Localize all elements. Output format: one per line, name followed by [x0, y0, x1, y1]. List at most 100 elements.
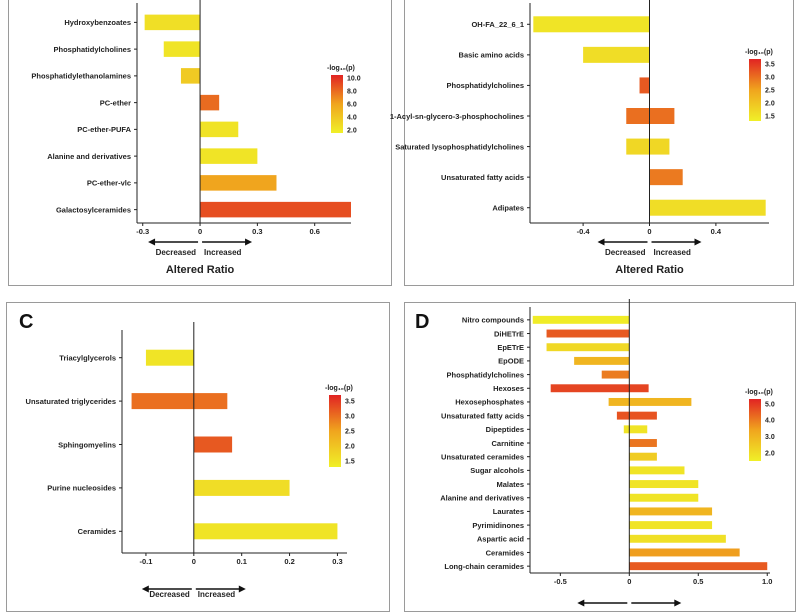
- bar-6: [200, 148, 258, 164]
- decreased-arrowhead: [141, 585, 149, 593]
- bar-1: [144, 14, 201, 31]
- category-label: Galactosylceramides: [56, 205, 131, 214]
- legend-tick-label: 2.0: [765, 450, 775, 457]
- increased-label: Increased: [204, 248, 241, 257]
- bar-11: [629, 452, 657, 461]
- bar-2-1: [131, 393, 194, 410]
- category-label: Phosphatidylcholines: [446, 370, 524, 379]
- bar-17: [629, 534, 726, 543]
- category-label: Ceramides: [78, 527, 116, 536]
- category-label: EpETrE: [497, 343, 524, 352]
- category-label: Basic amino acids: [459, 51, 524, 60]
- category-label: Carnitine: [491, 439, 524, 448]
- bar-2: [163, 41, 201, 57]
- legend-tick-label: 3.0: [765, 434, 775, 441]
- panel-b: OH-FA_22_6_1 Basic amino acids Phosphatidy…: [390, 0, 794, 286]
- category-label: Purine nucleosides: [47, 484, 116, 493]
- x-tick-label: -0.5: [554, 577, 567, 586]
- x-tick-label: 0: [647, 227, 651, 236]
- bar-14: [629, 493, 699, 502]
- bar-12: [629, 466, 685, 475]
- increased-arrowhead: [245, 238, 253, 246]
- x-tick-label: 1.0: [762, 577, 772, 586]
- category-label: Sugar alcohols: [470, 466, 524, 475]
- category-label: Saturated lysophosphatidylcholines: [395, 142, 524, 151]
- decreased-arrowhead: [148, 238, 156, 246]
- bar-9-2: [629, 425, 648, 434]
- x-tick-label: 0: [198, 227, 202, 236]
- category-label: Malates: [496, 480, 524, 489]
- legend-colorbar: [749, 399, 761, 461]
- bar-10: [629, 439, 657, 447]
- x-tick-label: 0.3: [252, 227, 262, 236]
- x-tick-label: 0.1: [236, 557, 246, 566]
- legend-tick-label: 6.0: [347, 102, 357, 109]
- panel-d: D Nitro compounds DiHETrE EpETrE EpODE Phosp…: [404, 299, 796, 612]
- x-tick-label: 0: [627, 577, 631, 586]
- bar-5-1: [626, 138, 650, 155]
- x-tick-label: 0.5: [693, 577, 703, 586]
- bar-9-1: [623, 425, 630, 434]
- bar-3: [180, 68, 201, 84]
- legend-tick-label: 3.0: [345, 414, 355, 421]
- bar-7: [200, 175, 277, 191]
- category-label: Nitro compounds: [462, 316, 524, 325]
- bar-7: [649, 199, 766, 216]
- legend-tick-label: 4.0: [347, 114, 357, 121]
- legend-title: -log₁₀(p): [745, 389, 773, 396]
- legend-colorbar: [331, 75, 343, 133]
- legend-tick-label: 2.0: [345, 444, 355, 451]
- category-label: Alanine and derivatives: [47, 152, 131, 161]
- category-label: Adipates: [492, 204, 524, 213]
- bar-2: [546, 329, 630, 338]
- x-tick-label: 0.4: [711, 227, 722, 236]
- category-label: 1-Acyl-sn-glycero-3-phosphocholines: [390, 112, 524, 121]
- category-label: Sphingomyelins: [58, 440, 116, 449]
- bar-7-2: [629, 397, 692, 406]
- bar-8-1: [616, 411, 630, 420]
- bar-4: [574, 356, 630, 365]
- x-tick-label: -0.4: [577, 227, 591, 236]
- category-label: DiHETrE: [494, 329, 524, 338]
- bar-4-2: [649, 108, 675, 124]
- category-label: Unsaturated ceramides: [441, 452, 524, 461]
- legend-title: -log₁₀(p): [745, 49, 773, 56]
- legend-tick-label: 3.5: [765, 62, 775, 69]
- bar-2-2: [193, 393, 228, 410]
- decreased-arrowhead: [597, 238, 605, 246]
- bar-8-2: [629, 411, 657, 420]
- bar-15: [629, 507, 713, 516]
- increased-label: Increased: [198, 590, 235, 599]
- x-axis-title: Altered Ratio: [166, 264, 235, 276]
- category-label: Long-chain ceramides: [444, 562, 524, 571]
- category-label: Phosphatidylcholines: [53, 45, 131, 54]
- legend-title: -log₁₀(p): [325, 385, 353, 392]
- chart-d: Nitro compounds DiHETrE EpETrE EpODE Phospha…: [440, 299, 775, 607]
- category-label: Laurates: [493, 507, 524, 516]
- legend-tick-label: 2.5: [345, 429, 355, 436]
- legend-tick-label: 2.5: [765, 88, 775, 95]
- bar-8: [200, 201, 351, 218]
- legend-tick-label: 10.0: [347, 76, 361, 83]
- bar-16: [629, 521, 713, 530]
- panel-a: Hydroxybenzoates Phosphatidylcholines Phos…: [8, 0, 392, 286]
- legend-tick-label: 2.0: [347, 127, 357, 134]
- category-label: Triacylglycerols: [59, 354, 116, 363]
- legend-colorbar: [749, 59, 761, 121]
- category-label: Ceramides: [486, 548, 524, 557]
- bar-4-1: [626, 108, 650, 124]
- bar-6-1: [550, 384, 630, 393]
- panel-label-d: D: [415, 311, 430, 333]
- bar-1: [532, 315, 630, 324]
- category-label: Aspartic acid: [477, 535, 525, 544]
- increased-arrowhead: [238, 585, 246, 593]
- category-label: Hexoses: [493, 384, 524, 393]
- category-label: OH-FA_22_6_1: [471, 20, 524, 29]
- bar-4: [200, 94, 220, 111]
- x-axis-title: Altered Ratio: [615, 264, 684, 276]
- bar-2: [583, 46, 650, 63]
- chart-a: Hydroxybenzoates Phosphatidylcholines Phos…: [31, 0, 361, 276]
- x-tick-label: 0.3: [332, 557, 342, 566]
- legend-tick-label: 5.0: [765, 401, 775, 408]
- x-tick-label: 0: [192, 557, 196, 566]
